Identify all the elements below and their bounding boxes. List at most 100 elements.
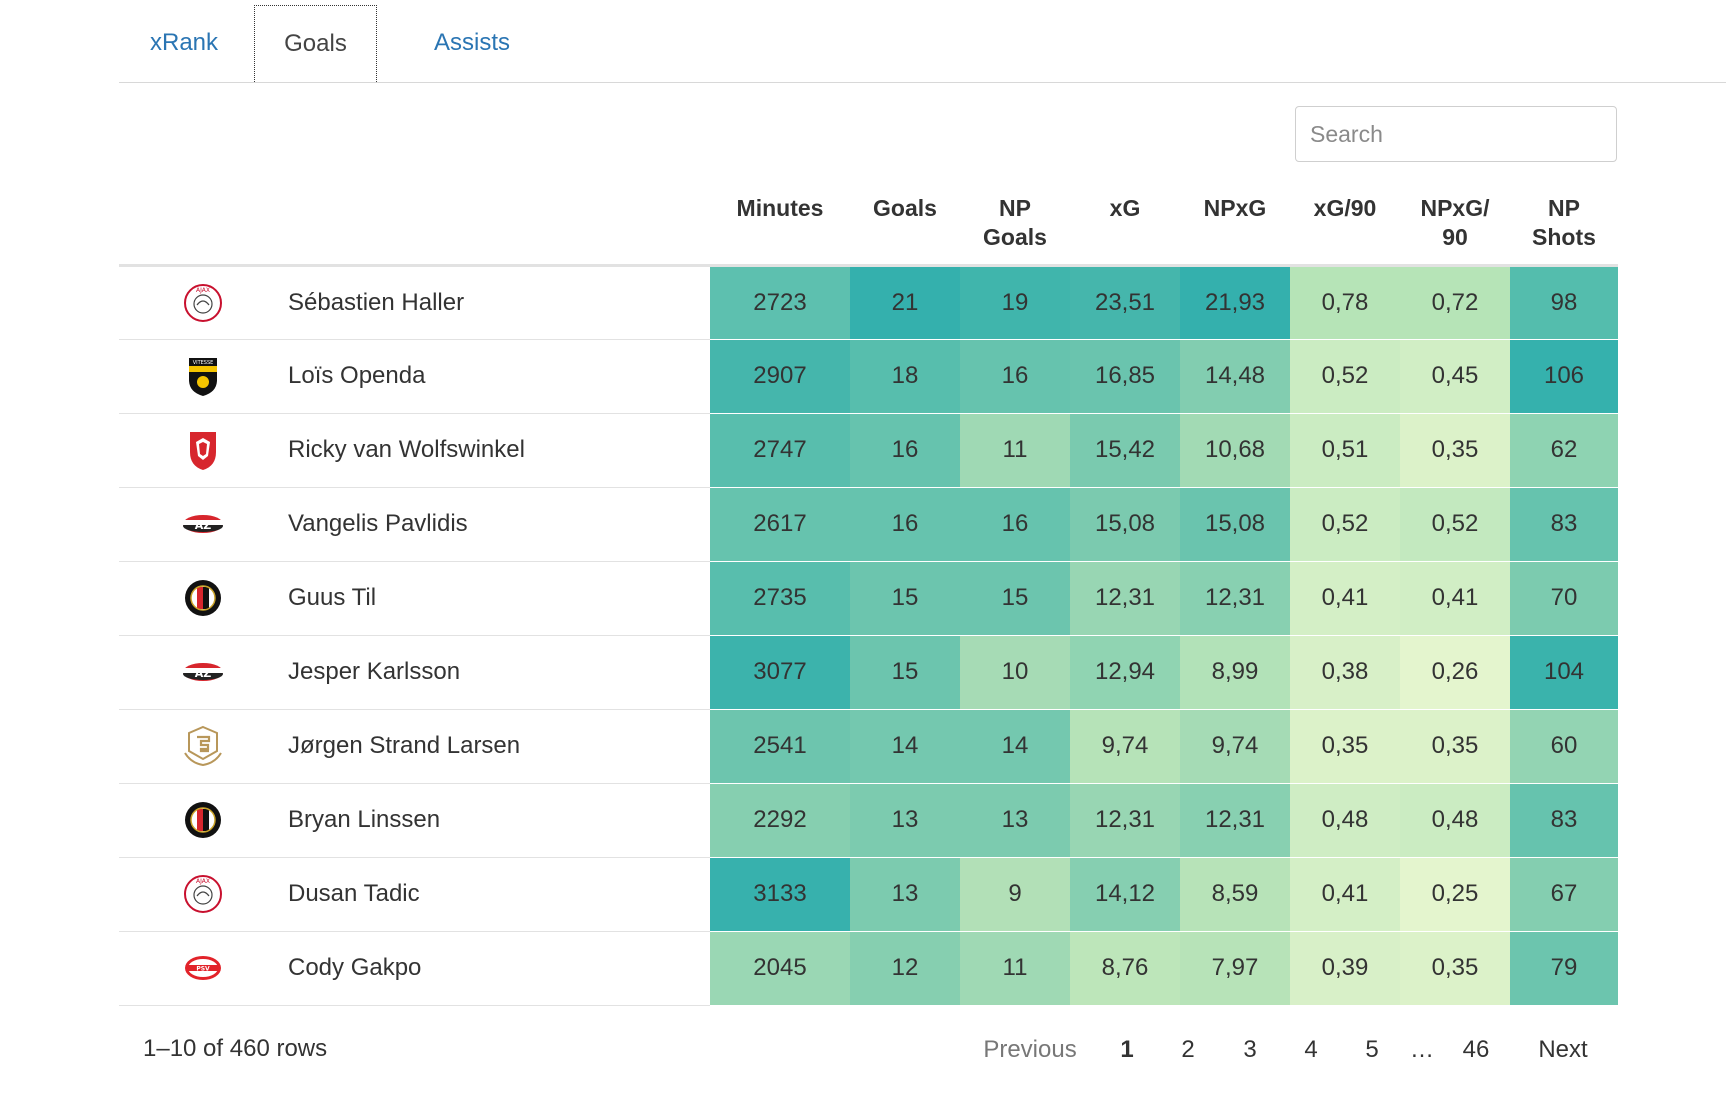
- stat-xg: 12,31: [1070, 561, 1180, 636]
- player-name: Jørgen Strand Larsen: [286, 709, 710, 784]
- club-logo-az-icon: AZ: [119, 487, 286, 562]
- stat-xg-per-90: 0,39: [1290, 931, 1400, 1006]
- table-row: AZ Jesper Karlsson 3077 15 10 12,94 8,99 0,38 0,…: [119, 635, 1618, 710]
- stat-goals: 12: [850, 931, 960, 1006]
- club-logo-twente-icon: [119, 413, 286, 488]
- stat-minutes: 2617: [710, 487, 850, 562]
- stat-minutes: 3133: [710, 857, 850, 932]
- player-name: Cody Gakpo: [286, 931, 710, 1006]
- stat-npxg-per-90: 0,25: [1400, 857, 1510, 932]
- stat-np-shots: 83: [1510, 783, 1618, 858]
- search-input[interactable]: [1295, 106, 1617, 162]
- stat-np-shots: 83: [1510, 487, 1618, 562]
- column-header-npxg[interactable]: NPxG: [1180, 188, 1290, 267]
- stat-npxg-per-90: 0,35: [1400, 709, 1510, 784]
- stat-xg-per-90: 0,38: [1290, 635, 1400, 710]
- tab-goals[interactable]: Goals: [254, 5, 377, 82]
- stat-npxg: 8,99: [1180, 635, 1290, 710]
- page-button-4[interactable]: 4: [1304, 1036, 1318, 1063]
- stat-npxg-per-90: 0,26: [1400, 635, 1510, 710]
- stat-npxg: 15,08: [1180, 487, 1290, 562]
- stat-goals: 18: [850, 339, 960, 414]
- stat-xg-per-90: 0,52: [1290, 339, 1400, 414]
- stat-npxg: 12,31: [1180, 783, 1290, 858]
- stat-npxg: 10,68: [1180, 413, 1290, 488]
- player-name: Bryan Linssen: [286, 783, 710, 858]
- column-header-logo: [119, 188, 286, 267]
- stat-goals: 16: [850, 413, 960, 488]
- tab-xrank[interactable]: xRank: [149, 29, 219, 56]
- stat-np-shots: 60: [1510, 709, 1618, 784]
- column-header-npxg-per-90[interactable]: NPxG/ 90: [1400, 188, 1510, 267]
- tab-assists[interactable]: Assists: [433, 29, 510, 56]
- stat-xg-per-90: 0,48: [1290, 783, 1400, 858]
- column-header-np-goals[interactable]: NP Goals: [960, 188, 1070, 267]
- stat-minutes: 2541: [710, 709, 850, 784]
- stat-xg: 23,51: [1070, 265, 1180, 340]
- stat-xg-per-90: 0,41: [1290, 561, 1400, 636]
- page-button-46[interactable]: 46: [1462, 1036, 1490, 1063]
- stat-npxg-per-90: 0,72: [1400, 265, 1510, 340]
- stat-goals: 15: [850, 561, 960, 636]
- player-name: Dusan Tadic: [286, 857, 710, 932]
- pagination: Previous 1 2 3 4 5 … 46 Next: [0, 1030, 1726, 1070]
- stat-np-goals: 14: [960, 709, 1070, 784]
- stat-npxg-per-90: 0,48: [1400, 783, 1510, 858]
- stat-npxg-per-90: 0,45: [1400, 339, 1510, 414]
- next-page-button[interactable]: Next: [1538, 1036, 1588, 1063]
- stat-np-goals: 15: [960, 561, 1070, 636]
- stat-np-goals: 10: [960, 635, 1070, 710]
- club-logo-feyenoord-icon: [119, 561, 286, 636]
- table-row: Ricky van Wolfswinkel 2747 16 11 15,42 10,68 0…: [119, 413, 1618, 488]
- page-button-5[interactable]: 5: [1365, 1036, 1379, 1063]
- table-row: Guus Til 2735 15 15 12,31 12,31 0,41 0,41 70: [119, 561, 1618, 636]
- column-header-player: [286, 188, 710, 267]
- stat-npxg: 21,93: [1180, 265, 1290, 340]
- svg-text:AJAX: AJAX: [196, 287, 210, 294]
- stat-goals: 13: [850, 783, 960, 858]
- stat-np-goals: 9: [960, 857, 1070, 932]
- stat-minutes: 3077: [710, 635, 850, 710]
- table-row: Bryan Linssen 2292 13 13 12,31 12,31 0,48 0,48 8…: [119, 783, 1618, 858]
- stat-xg: 8,76: [1070, 931, 1180, 1006]
- stat-goals: 21: [850, 265, 960, 340]
- stat-goals: 13: [850, 857, 960, 932]
- column-header-xg[interactable]: xG: [1070, 188, 1180, 267]
- stat-npxg: 7,97: [1180, 931, 1290, 1006]
- stat-npxg: 14,48: [1180, 339, 1290, 414]
- svg-text:AZ: AZ: [194, 519, 211, 532]
- stat-goals: 15: [850, 635, 960, 710]
- column-header-minutes[interactable]: Minutes: [710, 188, 850, 267]
- stat-xg: 12,94: [1070, 635, 1180, 710]
- column-header-np-shots[interactable]: NP Shots: [1510, 188, 1618, 267]
- page-button-3[interactable]: 3: [1243, 1036, 1257, 1063]
- stat-npxg: 9,74: [1180, 709, 1290, 784]
- stat-goals: 16: [850, 487, 960, 562]
- player-name: Guus Til: [286, 561, 710, 636]
- svg-text:AZ: AZ: [194, 667, 211, 680]
- stat-np-shots: 79: [1510, 931, 1618, 1006]
- stat-minutes: 2723: [710, 265, 850, 340]
- page-button-2[interactable]: 2: [1181, 1036, 1195, 1063]
- stat-xg: 9,74: [1070, 709, 1180, 784]
- club-logo-eredivisie-icon: [119, 709, 286, 784]
- stat-np-shots: 70: [1510, 561, 1618, 636]
- column-header-goals[interactable]: Goals: [850, 188, 960, 267]
- previous-page-button[interactable]: Previous: [983, 1036, 1077, 1063]
- stat-xg-per-90: 0,51: [1290, 413, 1400, 488]
- table-row: AZ Vangelis Pavlidis 2617 16 16 15,08 15,08 0,5…: [119, 487, 1618, 562]
- stat-xg-per-90: 0,78: [1290, 265, 1400, 340]
- player-name: Ricky van Wolfswinkel: [286, 413, 710, 488]
- stat-np-goals: 19: [960, 265, 1070, 340]
- stat-np-shots: 104: [1510, 635, 1618, 710]
- stat-xg: 14,12: [1070, 857, 1180, 932]
- stat-xg-per-90: 0,35: [1290, 709, 1400, 784]
- club-logo-psv-icon: PSV: [119, 931, 286, 1006]
- page-button-1[interactable]: 1: [1120, 1036, 1134, 1063]
- stat-minutes: 2292: [710, 783, 850, 858]
- table-row: Jørgen Strand Larsen 2541 14 14 9,74 9,74 0,35…: [119, 709, 1618, 784]
- club-logo-ajax-icon: AJAX: [119, 265, 286, 340]
- column-header-xg-per-90[interactable]: xG/90: [1290, 188, 1400, 267]
- player-name: Vangelis Pavlidis: [286, 487, 710, 562]
- stat-npxg: 8,59: [1180, 857, 1290, 932]
